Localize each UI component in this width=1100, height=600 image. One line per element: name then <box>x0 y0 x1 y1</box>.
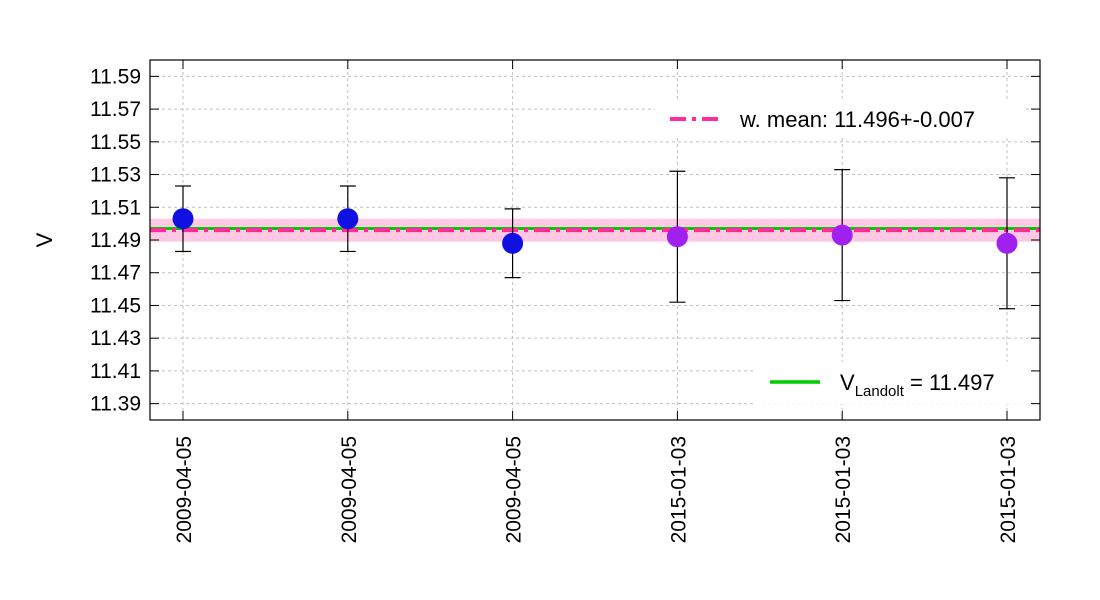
mean-error-band-rect <box>150 218 1040 242</box>
error-bars <box>175 169 1015 310</box>
y-tick-label: 11.51 <box>90 196 141 219</box>
x-tick-label: 2009-04-05 <box>173 436 196 543</box>
legend-mean-label: w. mean: 11.496+-0.007 <box>739 107 975 132</box>
y-tick-label: 11.39 <box>90 393 141 416</box>
y-ticks: 11.39 11.41 11.43 11.45 11.47 11.49 11.51 11.53… <box>90 65 1040 416</box>
y-tick-label: 11.53 <box>90 164 141 187</box>
x-ticks: 2009-04-05 2009-04-05 2009-04-05 2015-01-03… <box>173 60 1020 543</box>
x-tick-label: 2015-01-03 <box>667 436 690 543</box>
data-point <box>996 232 1018 254</box>
data-point <box>666 226 688 248</box>
x-tick-label: 2015-01-03 <box>832 436 855 543</box>
data-points <box>172 208 1018 254</box>
data-point <box>502 232 524 254</box>
legend-landolt-sub: Landolt <box>855 383 905 400</box>
x-tick-label: 2009-04-05 <box>503 436 526 543</box>
data-point <box>337 208 359 230</box>
y-axis-label: V <box>32 232 57 247</box>
y-tick-label: 11.47 <box>90 262 141 285</box>
data-point <box>831 224 853 246</box>
y-tick-label: 11.49 <box>90 229 141 252</box>
legend-landolt-main: V <box>840 370 855 395</box>
y-tick-label: 11.43 <box>90 327 141 350</box>
x-tick-label: 2015-01-03 <box>997 436 1020 543</box>
y-tick-label: 11.41 <box>90 360 141 383</box>
y-tick-label: 11.45 <box>90 294 141 317</box>
x-tick-label: 2009-04-05 <box>338 436 361 543</box>
legend-mean: w. mean: 11.496+-0.007 <box>655 100 1025 138</box>
reference-lines <box>150 227 1040 233</box>
y-tick-label: 11.59 <box>90 65 141 88</box>
legend-landolt-label: VLandolt = 11.497 <box>840 370 995 400</box>
legend-landolt-rest: = 11.497 <box>904 370 995 395</box>
legend-landolt: VLandolt = 11.497 <box>755 362 1030 404</box>
data-point <box>172 208 194 230</box>
mean-error-band <box>150 218 1040 242</box>
y-tick-label: 11.57 <box>90 98 141 121</box>
y-tick-label: 11.55 <box>90 131 141 154</box>
